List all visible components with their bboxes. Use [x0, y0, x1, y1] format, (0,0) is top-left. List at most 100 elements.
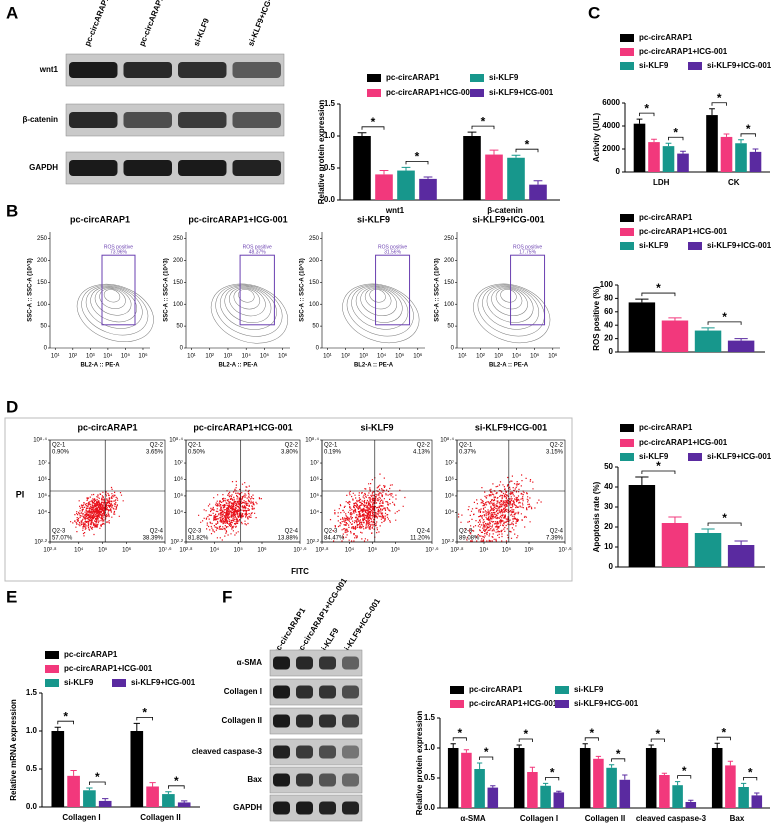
legend-swatch [45, 665, 59, 673]
bar [720, 136, 733, 172]
cell-cloud [329, 473, 406, 542]
significance-bracket [668, 136, 684, 141]
x-tick-label: 10² [68, 354, 77, 360]
y-tick-label: 200 [37, 258, 48, 264]
error-bar [463, 749, 470, 753]
y-tick-label: 30 [604, 502, 613, 511]
y-tick-label: 50 [604, 462, 613, 471]
contour [346, 284, 414, 337]
x-tick-label: wnt1 [385, 206, 405, 215]
contour [81, 284, 149, 336]
error-bar [688, 799, 694, 802]
legend-swatch [620, 453, 634, 461]
significance-label: * [721, 725, 726, 739]
blot-band [342, 685, 359, 699]
x-tick-label: 10¹ [323, 354, 332, 360]
y-tick-label: 1.5 [26, 688, 38, 697]
error-bar [636, 118, 643, 124]
panel-label: A [6, 3, 18, 22]
significance-bracket [650, 738, 665, 742]
y-tick-label: 200 [444, 258, 455, 264]
x-tick-label: 10⁴ [242, 353, 252, 360]
bar [146, 786, 159, 807]
error-bar [608, 764, 615, 768]
panel-label: B [6, 201, 18, 220]
x-tick-label: 10¹ [51, 354, 60, 360]
error-bar [516, 744, 522, 748]
significance-bracket [743, 777, 758, 781]
y-tick-label: 10⁶ [174, 476, 184, 483]
legend-swatch [470, 89, 484, 97]
x-tick-label: α-SMA [460, 814, 486, 823]
legend-label: si-KLF9 [639, 241, 669, 250]
y-tick-label: 10²·² [441, 540, 454, 546]
x-tick-label: 10⁴ [512, 353, 522, 360]
legend-label: pc-circARAP1+ICG-001 [639, 47, 728, 56]
blot-band [273, 685, 290, 699]
contour [482, 285, 540, 330]
significance-label: * [748, 766, 753, 780]
y-tick-label: 0 [609, 347, 614, 356]
y-tick-label: 0.5 [424, 773, 436, 782]
legend-swatch [688, 453, 702, 461]
blot-band [273, 745, 290, 759]
error-bar [727, 760, 734, 766]
x-tick-label: 10²·⁸ [179, 547, 193, 554]
plot-title: si-KLF9+ICG-001 [472, 214, 544, 224]
legend-label: pc-circARAP1+ICG-001 [639, 438, 728, 447]
contour [94, 287, 132, 316]
error-bar [423, 176, 433, 179]
x-tick-label: 10²·⁸ [43, 547, 57, 554]
significance-bracket [707, 321, 742, 325]
y-tick-label: 10⁵ [445, 493, 455, 500]
plot-title: pc-circARAP1 [77, 422, 137, 432]
blot-band [342, 714, 359, 728]
gate-label: ROS positive [104, 245, 133, 251]
error-bar [181, 800, 188, 803]
blot-band [296, 685, 313, 699]
x-tick-label: Collagen II [140, 813, 180, 822]
error-bar [665, 142, 672, 147]
error-bar [102, 798, 109, 801]
significance-bracket [361, 126, 385, 130]
quadrant-name: Q2-4 [150, 529, 164, 535]
bar [749, 151, 762, 172]
blot-band [232, 160, 281, 176]
contour [210, 283, 288, 344]
significance-label: * [656, 281, 661, 295]
panel-label: F [222, 587, 232, 606]
bar [694, 533, 722, 567]
y-axis-label: SSC-A :: SSC-A (10^3) [28, 258, 34, 321]
error-bar [723, 133, 730, 137]
legend-swatch [555, 686, 569, 694]
y-tick-label: 60 [604, 307, 613, 316]
y-tick-label: 10⁵ [310, 493, 320, 500]
gate-value: 17.75% [519, 250, 537, 256]
y-axis-label: PI [16, 489, 25, 499]
y-tick-label: 10⁷ [445, 460, 454, 467]
y-tick-label: 10⁴ [38, 509, 48, 516]
y-axis-label: SSC-A :: SSC-A (10^3) [164, 258, 170, 321]
x-tick-label: 10⁵ [121, 353, 131, 360]
quadrant-value: 38.39% [143, 536, 164, 542]
x-tick-label: 10⁵ [530, 353, 540, 360]
y-tick-label: 1.5 [424, 713, 436, 722]
blot-band [319, 656, 336, 670]
contour [90, 286, 137, 323]
legend-label: pc-circARAP1 [64, 650, 118, 659]
plot-title: si-KLF9 [360, 422, 393, 432]
legend-swatch [620, 424, 634, 432]
bar [661, 523, 689, 567]
significance-label: * [550, 766, 555, 780]
legend-label: si-KLF9+ICG-001 [489, 88, 554, 97]
blot-band [69, 62, 118, 78]
bar [677, 153, 689, 172]
y-axis-label: Relative protein expression [415, 711, 424, 816]
blot-row-label: Bax [247, 775, 262, 784]
quadrant-value: 0.50% [188, 450, 206, 456]
bar [593, 758, 604, 808]
quadrant-name: Q2-4 [285, 529, 299, 535]
x-tick-label: 10⁵ [368, 547, 378, 554]
x-tick-label: 10⁶ [257, 547, 267, 554]
legend-label: pc-circARAP1+ICG-001 [469, 699, 558, 708]
